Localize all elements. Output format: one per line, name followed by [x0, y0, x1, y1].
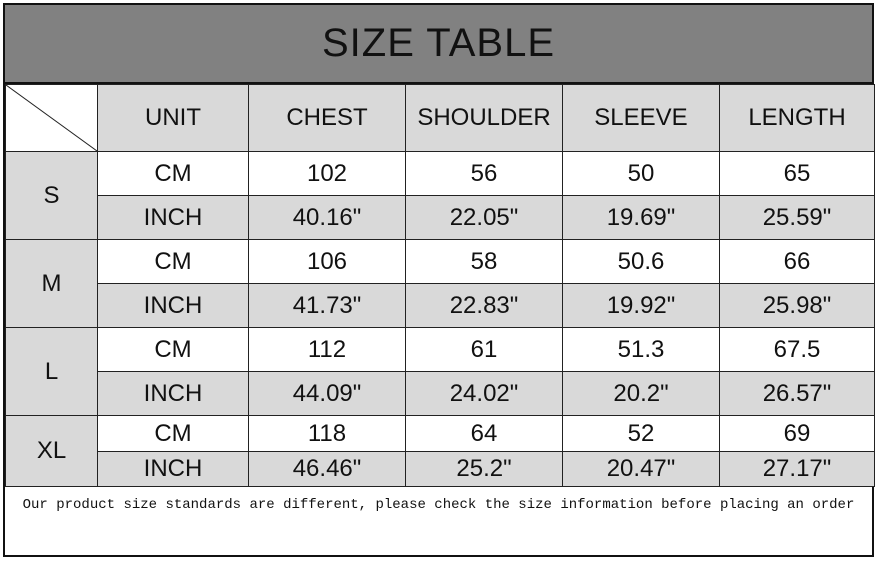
table-row: INCH 40.16" 22.05" 19.69" 25.59" [6, 195, 875, 240]
value-cell: 22.05" [405, 195, 563, 240]
table-row: S CM 102 56 50 65 [5, 151, 875, 240]
header-chest: CHEST [248, 84, 406, 152]
value-cell: 112 [248, 327, 406, 372]
value-cell: 65 [719, 151, 875, 196]
value-cell: 20.2" [562, 371, 720, 416]
value-cell: 44.09" [248, 371, 406, 416]
table-row: XL CM 118 64 52 69 [5, 415, 875, 487]
value-cell: 102 [248, 151, 406, 196]
table-row: INCH 46.46" 25.2" 20.47" 27.17" [6, 451, 875, 487]
value-cell: 50.6 [562, 239, 720, 284]
table-row: INCH 41.73" 22.83" 19.92" 25.98" [6, 283, 875, 328]
unit-cell: INCH [97, 195, 249, 240]
value-cell: 25.98" [719, 283, 875, 328]
header-row: UNIT CHEST SHOULDER SLEEVE LENGTH [5, 84, 875, 152]
unit-cell: INCH [97, 371, 249, 416]
value-cell: 40.16" [248, 195, 406, 240]
value-cell: 19.92" [562, 283, 720, 328]
value-cell: 61 [405, 327, 563, 372]
header-shoulder: SHOULDER [405, 84, 563, 152]
size-label: L [5, 327, 98, 416]
unit-cell: INCH [97, 451, 249, 487]
header-unit: UNIT [97, 84, 249, 152]
value-cell: 25.2" [405, 451, 563, 487]
footer-note: Our product size standards are different… [5, 487, 872, 555]
value-cell: 106 [248, 239, 406, 284]
diagonal-corner-cell [5, 84, 98, 152]
unit-cell: CM [97, 239, 249, 284]
value-cell: 67.5 [719, 327, 875, 372]
value-cell: 66 [719, 239, 875, 284]
header-sleeve: SLEEVE [562, 84, 720, 152]
value-cell: 50 [562, 151, 720, 196]
value-cell: 24.02" [405, 371, 563, 416]
value-cell: 22.83" [405, 283, 563, 328]
value-cell: 69 [719, 415, 875, 452]
unit-cell: INCH [97, 283, 249, 328]
unit-cell: CM [97, 151, 249, 196]
table-row: M CM 106 58 50.6 66 [5, 239, 875, 328]
value-cell: 52 [562, 415, 720, 452]
value-cell: 25.59" [719, 195, 875, 240]
value-cell: 56 [405, 151, 563, 196]
value-cell: 118 [248, 415, 406, 452]
value-cell: 41.73" [248, 283, 406, 328]
value-cell: 27.17" [719, 451, 875, 487]
size-label: S [5, 151, 98, 240]
value-cell: 26.57" [719, 371, 875, 416]
table-row: INCH 44.09" 24.02" 20.2" 26.57" [6, 371, 875, 416]
page-title: SIZE TABLE [5, 5, 872, 84]
size-table: UNIT CHEST SHOULDER SLEEVE LENGTH S CM 102… [5, 84, 875, 487]
size-label: M [5, 239, 98, 328]
value-cell: 46.46" [248, 451, 406, 487]
table-row: L CM 112 61 51.3 67.5 [5, 327, 875, 416]
size-label: XL [5, 415, 98, 487]
value-cell: 64 [405, 415, 563, 452]
value-cell: 51.3 [562, 327, 720, 372]
value-cell: 58 [405, 239, 563, 284]
size-table-container: SIZE TABLE UNIT CHEST SHOULDER SLEEVE LE… [3, 3, 875, 557]
header-length: LENGTH [719, 84, 875, 152]
value-cell: 20.47" [562, 451, 720, 487]
value-cell: 19.69" [562, 195, 720, 240]
unit-cell: CM [97, 327, 249, 372]
unit-cell: CM [97, 415, 249, 452]
